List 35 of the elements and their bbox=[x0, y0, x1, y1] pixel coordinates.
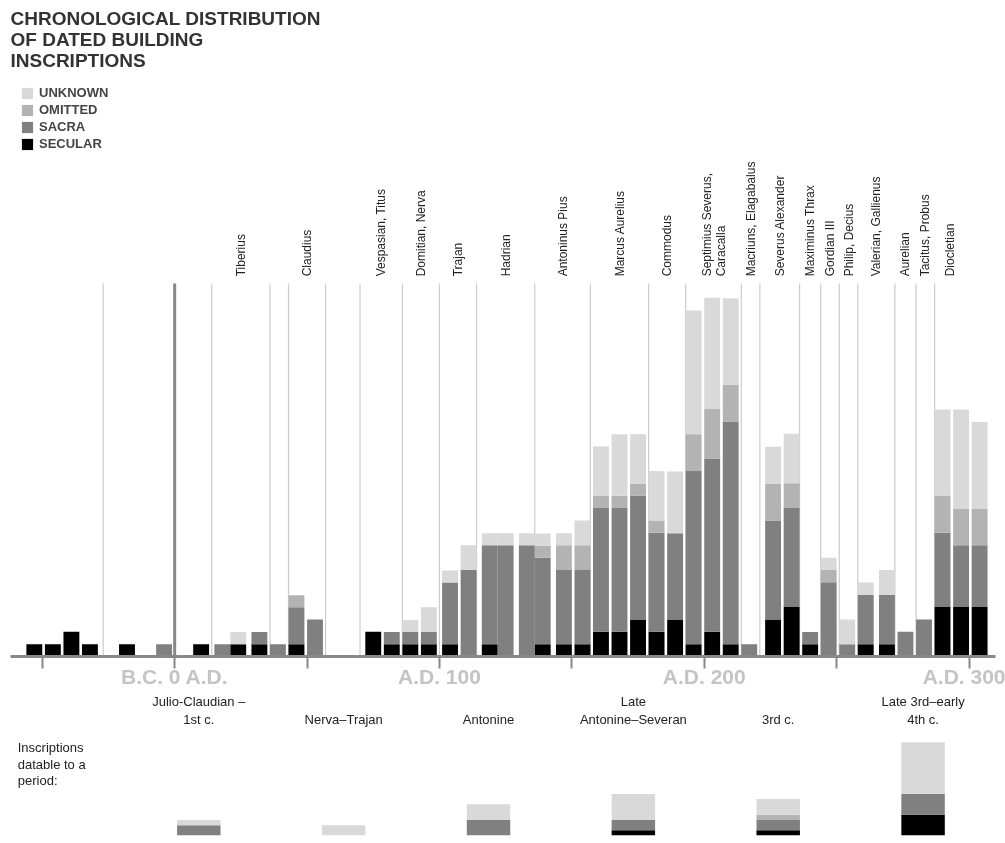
x-tick-label: Nerva–Trajan bbox=[304, 711, 383, 727]
ref-line-label: Commodus bbox=[660, 214, 675, 277]
ref-line-label: Claudius bbox=[300, 229, 315, 277]
ref-line-label: Domitian, Nerva bbox=[413, 189, 428, 277]
ref-line-label: Tacitus, Probus bbox=[918, 194, 933, 277]
x-tick-label: A.D. 100 bbox=[398, 664, 481, 688]
legend-label: UNKNOWN bbox=[39, 85, 109, 100]
x-tick-label: B.C. 0 A.D. bbox=[120, 664, 228, 688]
ref-line-label: Valerian, Gallienus bbox=[869, 176, 884, 277]
legend-label: SECULAR bbox=[39, 136, 102, 151]
x-tick-label: Late Antonine–Severan bbox=[579, 693, 687, 727]
ref-line-label: Maximinus Thrax bbox=[803, 185, 818, 277]
ref-line-label: Severus Alexander bbox=[772, 175, 787, 277]
ref-line-label: Hadrian bbox=[498, 234, 513, 277]
x-tick-label: Antonine bbox=[462, 711, 515, 727]
text: Inscriptions datable to a period: bbox=[17, 740, 87, 789]
x-tick-label: Late 3rd–early 4th c. bbox=[881, 693, 966, 727]
ref-line-label: Diocletian bbox=[943, 223, 958, 277]
ref-line-label: Trajan bbox=[450, 242, 465, 277]
legend-label: SACRA bbox=[39, 119, 86, 134]
ref-line-label: Antoninus Pius bbox=[555, 196, 570, 277]
ref-line-label: Philip, Decius bbox=[841, 203, 856, 277]
x-tick-label: Julio-Claudian – 1st c. bbox=[152, 693, 247, 727]
ref-line-label: Septimius Severus, Caracalla bbox=[699, 172, 728, 277]
x-tick-label: A.D. 200 bbox=[662, 664, 746, 688]
chart-title: CHRONOLOGICAL DISTRIBUTION OF DATED BUILDING INSCRIPTIONS bbox=[10, 7, 321, 71]
ref-line-label: Tiberius bbox=[233, 234, 248, 277]
ref-line-label: Gordian III bbox=[823, 220, 838, 277]
ref-line-label: Aurelian bbox=[898, 232, 913, 277]
ref-line-label: Marcus Aurelius bbox=[612, 190, 627, 277]
ref-line-label: Macriuns, Elagabalus bbox=[743, 161, 758, 277]
x-tick-label: A.D. 300 bbox=[922, 664, 1005, 688]
ref-line-label: Vespasian, Titus bbox=[374, 188, 389, 277]
legend-label: OMITTED bbox=[39, 102, 98, 117]
x-tick-label: 3rd c. bbox=[761, 711, 795, 727]
